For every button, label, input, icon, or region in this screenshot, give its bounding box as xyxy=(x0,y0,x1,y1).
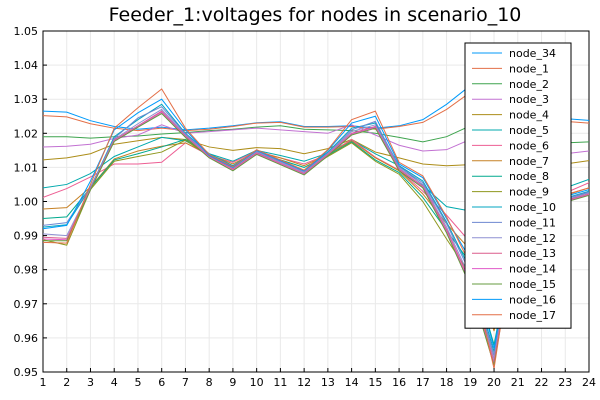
x-tick-label: 6 xyxy=(158,376,165,389)
y-tick-label: 1.04 xyxy=(14,59,39,72)
x-tick-label: 16 xyxy=(392,376,406,389)
x-tick-label: 22 xyxy=(535,376,549,389)
y-tick-label: 0.99 xyxy=(14,230,39,243)
y-tick-label: 1.00 xyxy=(14,196,39,209)
x-tick-label: 12 xyxy=(297,376,311,389)
x-tick-label: 3 xyxy=(87,376,94,389)
legend-label: node_9 xyxy=(509,186,549,199)
y-tick-label: 1.01 xyxy=(14,161,39,174)
x-tick-label: 15 xyxy=(368,376,382,389)
legend-label: node_12 xyxy=(509,232,556,245)
x-tick-label: 11 xyxy=(273,376,287,389)
x-tick-label: 23 xyxy=(558,376,572,389)
series-line-node-10 xyxy=(43,103,589,352)
y-tick-label: 0.96 xyxy=(14,332,39,345)
x-tick-label: 2 xyxy=(63,376,70,389)
x-tick-label: 19 xyxy=(463,376,477,389)
x-tick-label: 17 xyxy=(416,376,430,389)
x-tick-label: 4 xyxy=(111,376,118,389)
legend-label: node_13 xyxy=(509,247,556,260)
legend-box xyxy=(464,42,572,329)
legend-label: node_4 xyxy=(509,109,549,122)
x-tick-label: 9 xyxy=(229,376,236,389)
legend-label: node_10 xyxy=(509,201,556,214)
legend-label: node_17 xyxy=(509,309,556,322)
y-tick-label: 0.98 xyxy=(14,264,39,277)
x-tick-label: 13 xyxy=(321,376,335,389)
series-layer xyxy=(43,84,589,369)
x-tick-label: 1 xyxy=(40,376,47,389)
legend-label: node_7 xyxy=(509,155,549,168)
x-tick-label: 18 xyxy=(440,376,454,389)
legend-label: node_34 xyxy=(509,47,556,60)
legend-label: node_3 xyxy=(509,93,549,106)
x-tick-label: 7 xyxy=(182,376,189,389)
x-axis-ticks: 1 2 3 4 5 6 7 8 9 10 11 12 13 14 15 16 17 18 19 20 21 22 23 24 xyxy=(40,368,596,389)
y-tick-label: 1.05 xyxy=(14,25,39,38)
x-tick-label: 8 xyxy=(206,376,213,389)
x-tick-label: 5 xyxy=(134,376,141,389)
legend-label: node_2 xyxy=(509,78,549,91)
legend-label: node_8 xyxy=(509,170,549,183)
y-tick-label: 0.95 xyxy=(14,366,39,379)
legend-label: node_6 xyxy=(509,139,549,152)
x-tick-label: 10 xyxy=(250,376,264,389)
y-tick-label: 0.97 xyxy=(14,298,39,311)
x-tick-label: 14 xyxy=(345,376,359,389)
x-tick-label: 20 xyxy=(487,376,501,389)
legend-label: node_14 xyxy=(509,263,556,276)
legend-label: node_16 xyxy=(509,293,556,306)
series-line-node-11 xyxy=(43,106,589,356)
legend-label: node_1 xyxy=(509,62,549,75)
legend: node_34 node_1 node_2 node_3 node_4 node_5nod… xyxy=(464,42,572,329)
x-tick-label: 24 xyxy=(582,376,596,389)
y-axis-ticks: 0.95 0.96 0.97 0.98 0.99 1.00 1.01 1.02 1.03 1.04… xyxy=(14,25,47,379)
series-line-node-12 xyxy=(43,108,589,359)
y-tick-label: 1.03 xyxy=(14,93,39,106)
chart-title: Feeder_1:voltages for nodes in scenario_… xyxy=(109,4,522,26)
y-tick-label: 1.02 xyxy=(14,127,39,140)
x-tick-label: 21 xyxy=(511,376,525,389)
legend-label: node_5 xyxy=(509,124,549,137)
legend-label: node_11 xyxy=(509,216,556,229)
series-line-node-17 xyxy=(43,88,589,369)
legend-label: node_15 xyxy=(509,278,556,291)
